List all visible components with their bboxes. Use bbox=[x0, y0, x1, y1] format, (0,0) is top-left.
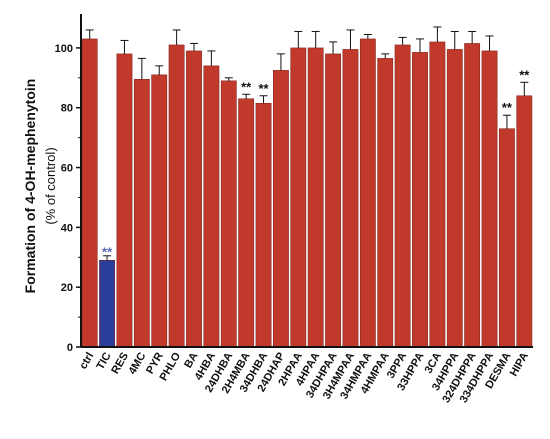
y-tick-label: 20 bbox=[61, 282, 73, 294]
significance-label: ** bbox=[102, 244, 113, 259]
bar bbox=[238, 98, 255, 348]
bar bbox=[429, 41, 446, 348]
bar bbox=[116, 53, 133, 348]
bar bbox=[325, 53, 341, 348]
y-tick-label: 40 bbox=[61, 222, 73, 234]
significance-label: ** bbox=[502, 100, 513, 115]
significance-label: ** bbox=[258, 81, 269, 96]
bar bbox=[481, 50, 498, 348]
bar bbox=[412, 52, 428, 348]
bar bbox=[307, 47, 324, 348]
bar bbox=[273, 70, 289, 348]
bar bbox=[203, 65, 220, 348]
y-axis-label: Formation of 4-OH-mephenytoin bbox=[22, 79, 38, 294]
bar bbox=[168, 44, 185, 348]
x-tick-label: HIPA bbox=[508, 350, 531, 378]
bar bbox=[151, 74, 168, 348]
axes bbox=[80, 14, 533, 348]
y-axis-title: Formation of 4-OH-mephenytoin (% of cont… bbox=[22, 79, 58, 294]
bar bbox=[290, 47, 307, 348]
y-tick-label: 0 bbox=[67, 342, 73, 354]
y-tick-label: 60 bbox=[61, 163, 73, 175]
bar bbox=[220, 80, 237, 348]
bar bbox=[516, 95, 533, 348]
bar bbox=[81, 38, 98, 348]
bars: ** ** ** ** ** bbox=[81, 26, 533, 348]
bar bbox=[464, 43, 481, 348]
y-axis-sublabel: (% of control) bbox=[43, 147, 58, 224]
x-tick-label: 4MC bbox=[126, 350, 148, 376]
bar bbox=[255, 102, 272, 348]
bar bbox=[446, 49, 463, 348]
bar bbox=[99, 260, 115, 348]
significance-label: ** bbox=[241, 79, 252, 94]
bar bbox=[499, 128, 515, 348]
bar bbox=[394, 44, 411, 348]
significance-label: ** bbox=[519, 67, 530, 82]
x-tick-label: ctrl bbox=[77, 351, 96, 372]
y-axis-ticks: 0 20 40 60 80 100 bbox=[55, 43, 81, 354]
bar bbox=[377, 58, 394, 348]
bar bbox=[186, 50, 202, 348]
y-tick-label: 100 bbox=[55, 43, 73, 55]
y-tick-label: 80 bbox=[61, 103, 73, 115]
bar bbox=[133, 79, 150, 348]
bar bbox=[342, 49, 359, 348]
bar bbox=[359, 38, 376, 348]
